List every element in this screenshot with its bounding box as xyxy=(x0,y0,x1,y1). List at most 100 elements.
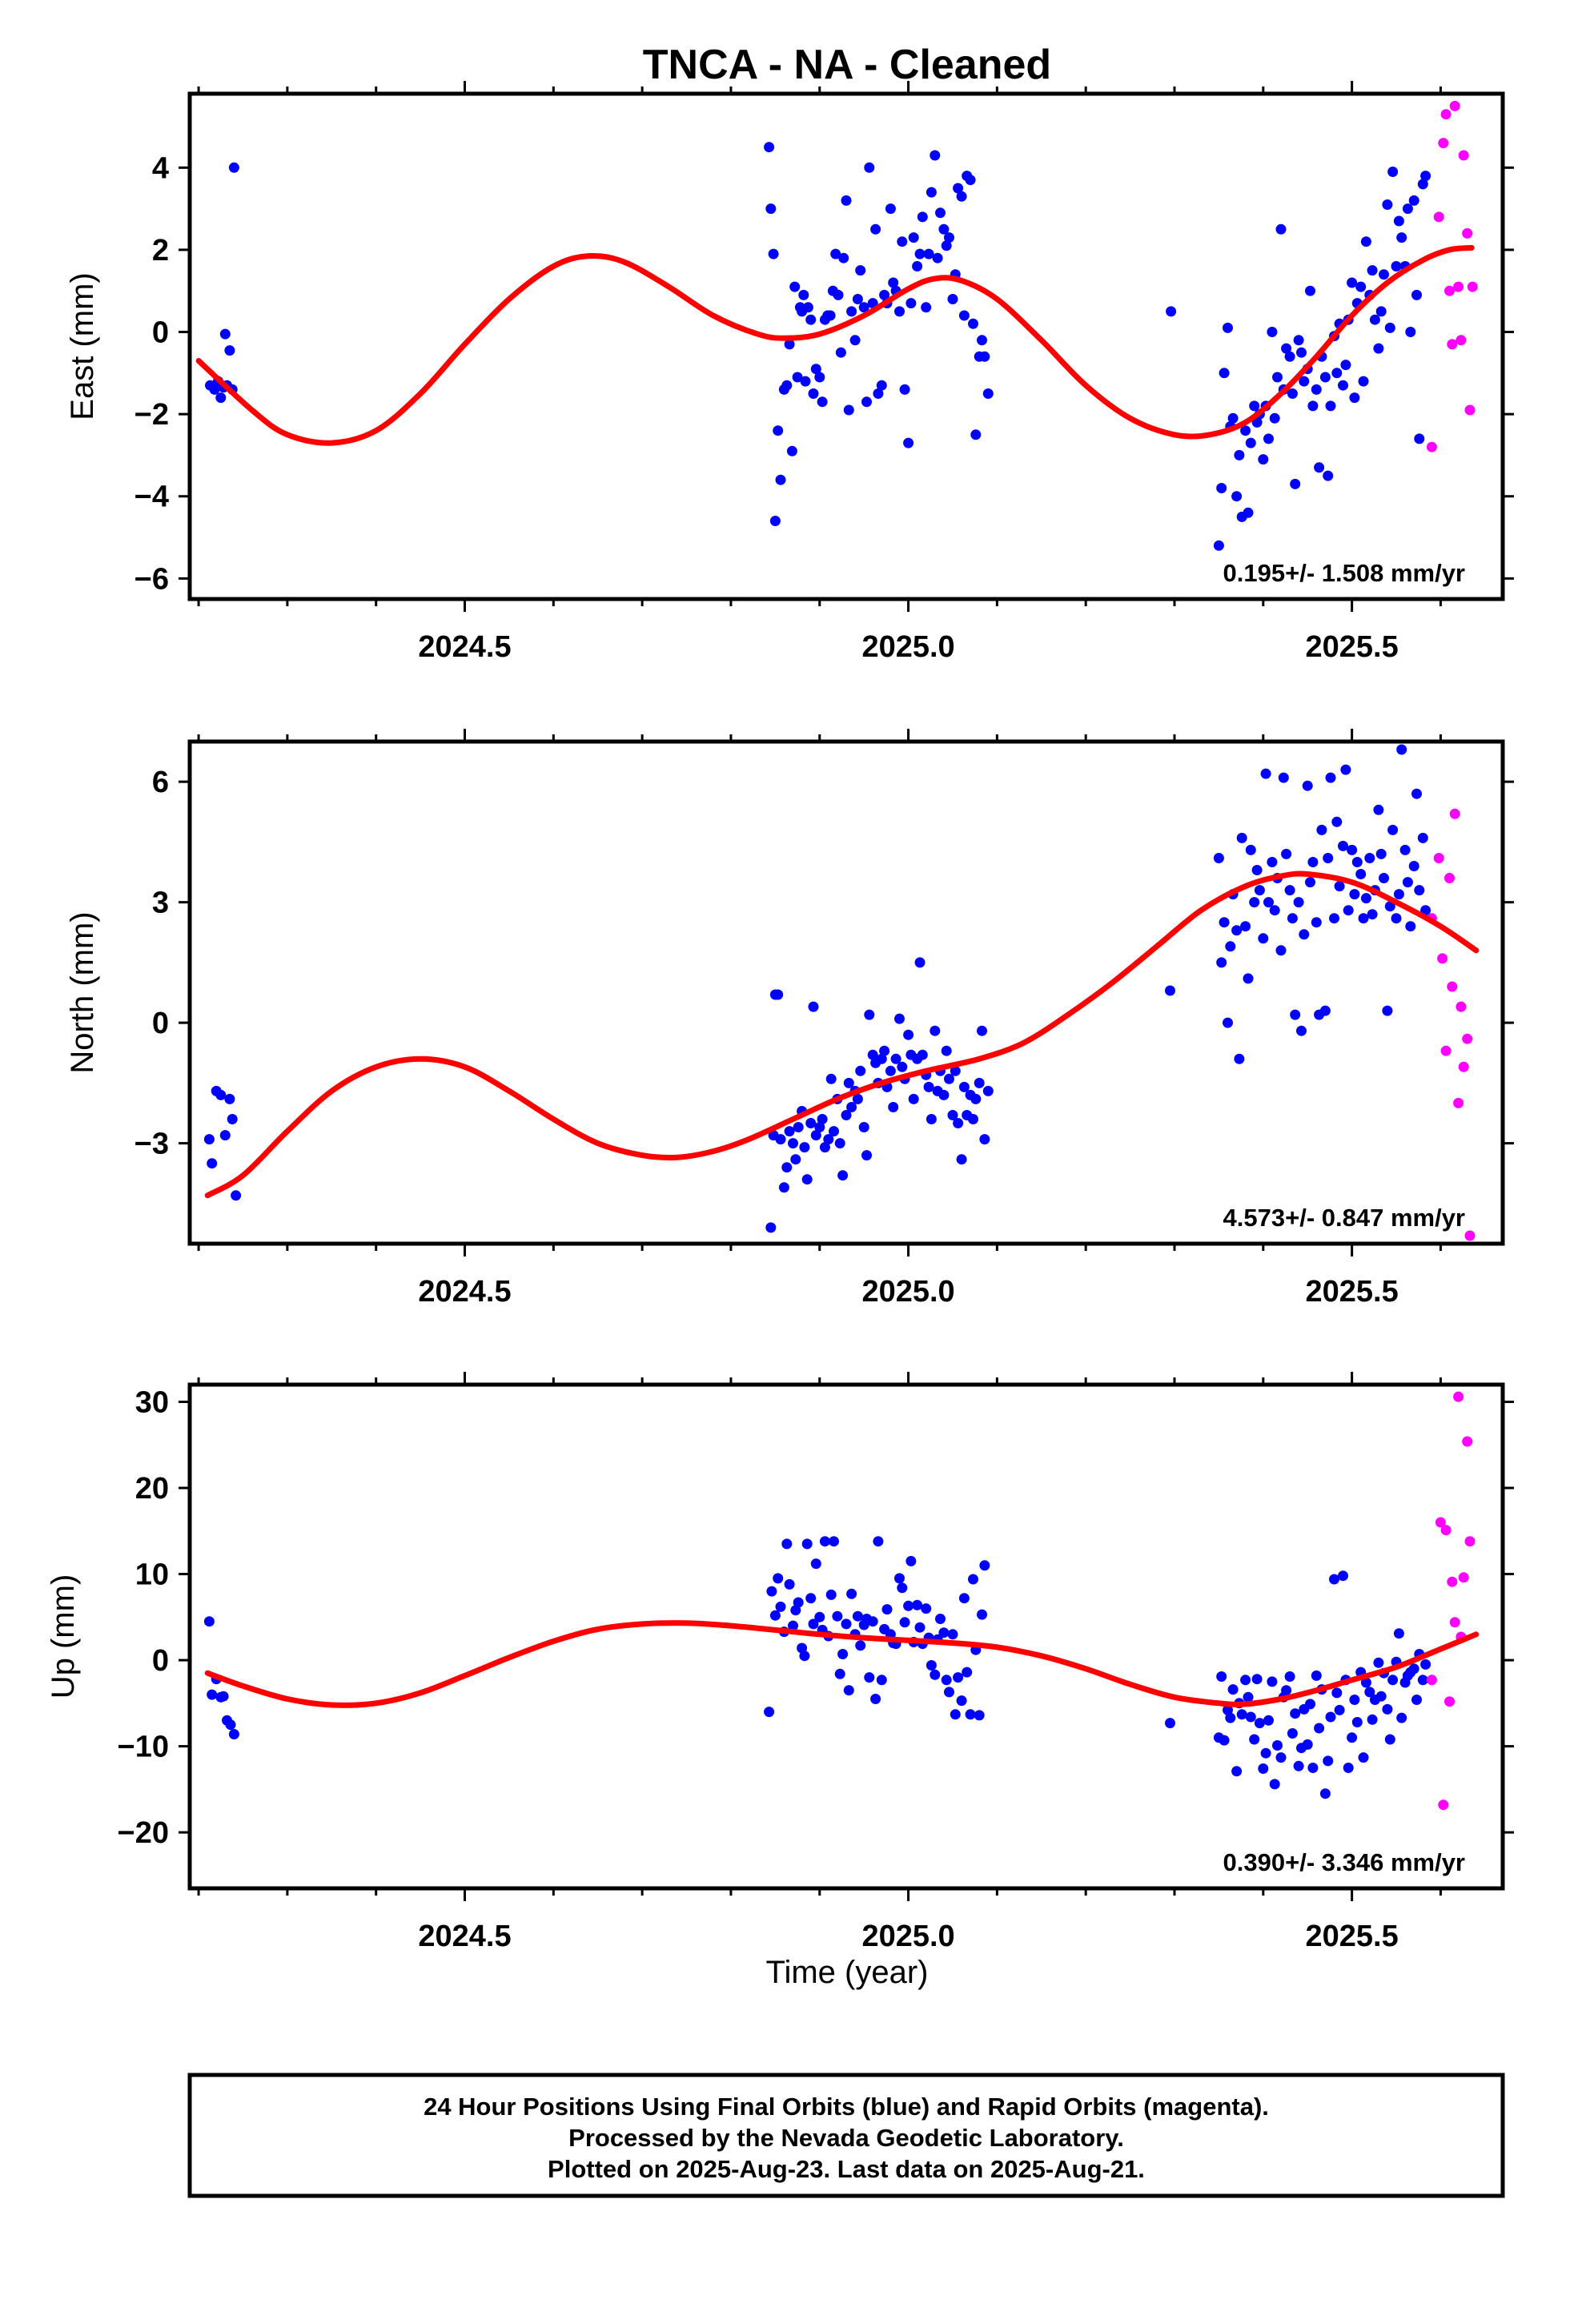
rapid-orbit-point xyxy=(1453,1097,1464,1108)
final-orbit-point xyxy=(817,1114,828,1124)
final-orbit-point xyxy=(1420,171,1431,182)
final-orbit-point xyxy=(1281,848,1292,859)
final-orbit-point xyxy=(209,384,220,395)
final-orbit-point xyxy=(894,306,905,317)
final-orbit-point xyxy=(1420,1659,1431,1670)
final-orbit-point xyxy=(765,1222,777,1233)
final-orbit-point xyxy=(1319,372,1331,383)
final-orbit-point xyxy=(1402,203,1413,215)
final-orbit-point xyxy=(1375,306,1387,317)
rapid-orbit-point xyxy=(1437,953,1448,964)
final-orbit-point xyxy=(834,1138,845,1149)
final-orbit-point xyxy=(962,1667,973,1678)
rapid-orbit-point xyxy=(1467,281,1478,292)
y-tick-label: 20 xyxy=(135,1472,169,1506)
final-orbit-point xyxy=(935,207,946,219)
final-orbit-point xyxy=(841,1618,852,1630)
final-orbit-point xyxy=(1325,1711,1336,1723)
final-orbit-point xyxy=(203,1616,215,1627)
final-orbit-point xyxy=(1307,1763,1319,1773)
final-orbit-point xyxy=(810,1558,821,1570)
final-orbit-point xyxy=(1219,1735,1230,1746)
final-orbit-point xyxy=(876,1053,887,1064)
final-orbit-point xyxy=(1165,985,1175,996)
final-orbit-point xyxy=(1343,905,1354,916)
final-orbit-point xyxy=(802,302,813,313)
final-orbit-point xyxy=(861,1150,872,1161)
rapid-orbit-point xyxy=(1444,1696,1455,1707)
final-orbit-point xyxy=(970,1093,982,1104)
final-orbit-point xyxy=(1325,400,1336,412)
final-orbit-point xyxy=(769,516,781,526)
final-orbit-point xyxy=(903,1600,914,1611)
final-orbit-point xyxy=(1358,913,1369,924)
final-orbit-point xyxy=(870,223,881,235)
x-tick-label: 2024.5 xyxy=(418,1275,511,1309)
model-curve xyxy=(204,870,1480,1199)
final-orbit-point xyxy=(1231,1766,1243,1777)
final-orbit-point xyxy=(1367,909,1378,920)
final-orbit-point xyxy=(814,372,825,383)
final-orbit-point xyxy=(1387,167,1399,177)
final-orbit-point xyxy=(953,183,964,194)
final-orbit-point xyxy=(899,1617,910,1628)
final-orbit-point xyxy=(1305,1699,1315,1710)
final-orbit-point xyxy=(1269,1779,1280,1790)
rapid-orbit-point xyxy=(1464,1536,1476,1547)
final-orbit-point xyxy=(1420,905,1431,916)
final-orbit-point xyxy=(1414,433,1425,444)
final-orbit-point xyxy=(1351,857,1363,867)
y-tick-label: −10 xyxy=(118,1731,169,1764)
final-orbit-point xyxy=(914,248,926,259)
rapid-orbit-point xyxy=(1462,1033,1473,1044)
final-orbit-point xyxy=(968,1114,978,1124)
rapid-orbit-point xyxy=(1433,211,1444,223)
final-orbit-point xyxy=(914,957,926,968)
final-orbit-point xyxy=(218,1691,229,1702)
final-orbit-point xyxy=(1219,368,1230,379)
final-orbit-point xyxy=(1338,1570,1348,1582)
final-orbit-point xyxy=(1417,832,1428,843)
y-tick-label: −3 xyxy=(135,1128,169,1161)
final-orbit-point xyxy=(846,306,857,317)
final-orbit-point xyxy=(1325,772,1336,783)
final-orbit-point xyxy=(1338,380,1348,391)
final-orbit-point xyxy=(1213,853,1224,863)
final-orbit-point xyxy=(953,1118,964,1128)
final-orbit-point xyxy=(790,1154,801,1165)
final-orbit-point xyxy=(784,1126,795,1137)
final-orbit-point xyxy=(837,1649,849,1659)
final-orbit-point xyxy=(950,1709,961,1720)
final-orbit-point xyxy=(903,437,914,448)
final-orbit-point xyxy=(799,1142,810,1153)
final-orbit-point xyxy=(1373,1657,1384,1668)
final-orbit-point xyxy=(923,248,934,259)
final-orbit-point xyxy=(1396,232,1407,243)
final-orbit-point xyxy=(958,1593,970,1604)
rapid-orbit-point xyxy=(1458,1061,1469,1072)
final-orbit-point xyxy=(1360,1677,1371,1688)
final-orbit-point xyxy=(1338,840,1348,851)
final-orbit-point xyxy=(1263,1715,1274,1726)
final-orbit-point xyxy=(950,1065,961,1076)
y-tick-label: 0 xyxy=(152,1007,169,1040)
final-orbit-point xyxy=(833,289,844,300)
final-orbit-point xyxy=(1227,1684,1239,1695)
rapid-orbit-point xyxy=(1438,1799,1449,1811)
final-orbit-point xyxy=(855,265,866,276)
final-orbit-point xyxy=(1384,322,1395,333)
final-orbit-point xyxy=(912,261,923,271)
final-orbit-point xyxy=(1408,1663,1419,1675)
final-orbit-point xyxy=(1225,941,1236,952)
final-orbit-point xyxy=(1373,804,1384,815)
y-tick-label: 4 xyxy=(152,151,169,185)
final-orbit-point xyxy=(1349,1695,1360,1705)
final-orbit-point xyxy=(1364,1687,1375,1698)
final-orbit-point xyxy=(1391,261,1402,271)
final-orbit-point xyxy=(1231,925,1243,936)
final-orbit-point xyxy=(1275,223,1287,235)
final-orbit-point xyxy=(1240,1675,1251,1686)
final-orbit-point xyxy=(805,1118,817,1128)
final-orbit-point xyxy=(781,380,793,391)
final-orbit-point xyxy=(219,328,231,340)
